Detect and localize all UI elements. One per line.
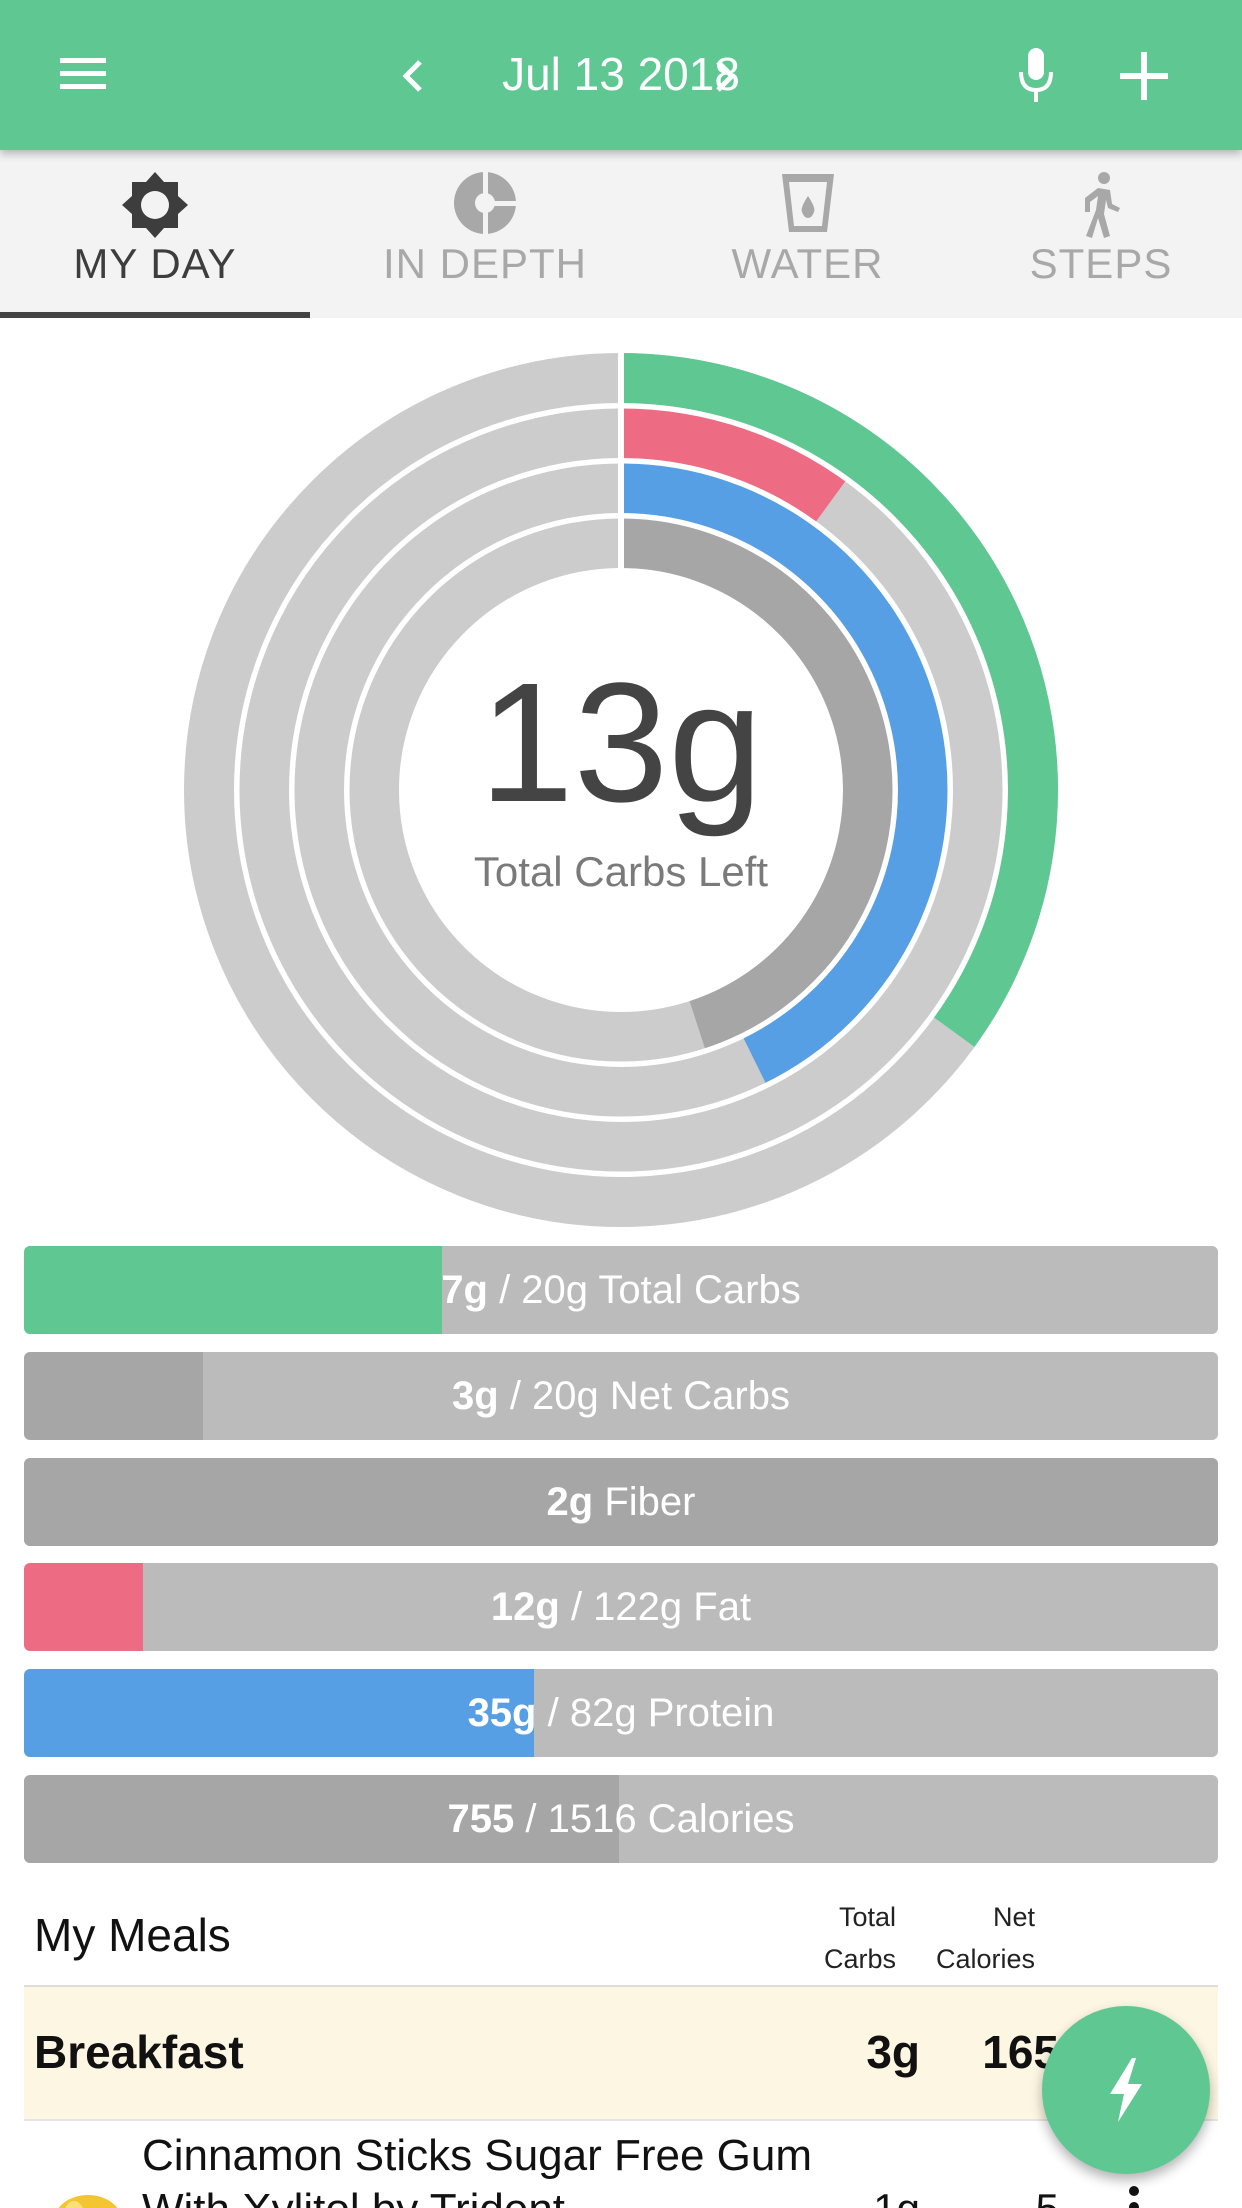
macro-bar-fill [24,1669,534,1757]
carbs-left-value: 13g [479,648,763,838]
hamburger-menu-icon[interactable] [58,54,110,94]
macro-bar-label: 2g Fiber [24,1458,1218,1546]
macro-bar-value: 12g [490,1585,560,1629]
column-header-line: Carbs [823,1944,896,1974]
macro-bar-label: 35g / 82g Protein [24,1669,1218,1757]
macro-bar-target: Fiber [593,1480,696,1524]
quick-add-button[interactable] [1042,2006,1210,2174]
active-tab-indicator [0,312,310,318]
food-carbs: 1g [824,2185,920,2208]
meals-title: My Meals [34,1909,231,1961]
water-glass-icon [780,170,836,241]
meal-row-breakfast[interactable]: Breakfast 3g 165 [24,1987,1218,2119]
ring-arc-fat [620,408,846,522]
chevron-left-icon[interactable] [398,56,428,96]
macro-bar: 3g / 20g Net Carbs [24,1352,1218,1440]
chevron-right-icon[interactable] [710,56,740,96]
macro-bar: 2g Fiber [24,1458,1218,1546]
macro-bar-value: 7g [441,1268,488,1312]
macro-bar-target: / 122g Fat [559,1585,752,1629]
macro-bar-value: 755 [447,1797,515,1841]
meal-carbs: 3g [866,2026,920,2078]
macro-bar-fill [24,1563,144,1651]
tab-water[interactable]: WATER [660,150,955,318]
ring-arc-protein [620,463,948,1084]
tab-in-depth[interactable]: IN DEPTH [340,150,630,318]
divider [24,1985,1218,1987]
tab-label: IN DEPTH [382,240,587,287]
macro-bar-fill [24,1352,204,1440]
food-thumbnail-icon [44,2181,124,2208]
meals-header: My Meals Total Carbs Net Calories [0,1890,1242,1986]
macro-bar-fill [24,1246,442,1334]
macro-bar: 755 / 1516 Calories [24,1775,1218,1863]
current-date[interactable]: Jul 13 2018 [502,48,740,100]
more-options-icon[interactable] [1124,2185,1144,2208]
walking-person-icon [1076,170,1126,245]
divider [24,2119,1218,2121]
sun-icon [120,170,190,245]
macro-bar-target: / 1516 Calories [514,1797,795,1841]
ring-arc-total-carbs [620,353,1058,1047]
macro-bar-target: / 82g Protein [536,1691,775,1735]
column-header-line: Calories [935,1944,1035,1974]
top-app-bar: Jul 13 2018 [0,0,1242,150]
food-name: Cinnamon Sticks Sugar Free Gum With Xyli… [142,2131,813,2208]
macro-bar-label: 3g / 20g Net Carbs [24,1352,1218,1440]
food-row[interactable]: Cinnamon Sticks Sugar Free Gum With Xyli… [24,2121,1218,2208]
macro-bar-fill [24,1458,1218,1546]
ring-chart-svg [184,350,1058,1227]
tab-bar: MY DAY IN DEPTH WATER [0,150,1242,318]
meal-name: Breakfast [34,2026,244,2078]
macro-ring-chart: 13g Total Carbs Left [0,318,1242,1228]
macro-bar-value: 3g [452,1374,499,1418]
column-header-line: Total [838,1902,896,1932]
tab-label: MY DAY [73,240,237,287]
column-header-line: Net [992,1902,1035,1932]
macro-bar-fill [24,1775,619,1863]
macro-bar: 35g / 82g Protein [24,1669,1218,1757]
plus-icon[interactable] [1118,50,1170,102]
tab-label: WATER [731,240,884,287]
microphone-icon[interactable] [1016,46,1056,104]
macro-bar-label: 7g / 20g Total Carbs [24,1246,1218,1334]
tab-steps[interactable]: STEPS [960,150,1242,318]
tab-my-day[interactable]: MY DAY [0,150,310,318]
carbs-left-caption: Total Carbs Left [473,848,769,895]
macro-bar-target: / 20g Net Carbs [498,1374,790,1418]
macro-bar-label: 12g / 122g Fat [24,1563,1218,1651]
macro-bar: 7g / 20g Total Carbs [24,1246,1218,1334]
lightning-bolt-icon [1110,2058,1142,2122]
net-calories-column-header: Net Calories [920,1896,1035,1980]
pie-icon [452,170,518,241]
macro-bar-value: 2g [546,1480,594,1524]
macro-bar-target: / 20g Total Carbs [487,1268,801,1312]
tab-label: STEPS [1029,240,1173,287]
meal-calories: 165 [982,2026,1059,2078]
macro-bar: 12g / 122g Fat [24,1563,1218,1651]
macro-bar-label: 755 / 1516 Calories [24,1775,1218,1863]
macro-bar-value: 35g [467,1691,537,1735]
food-calories: 5 [944,2185,1059,2208]
total-carbs-column-header: Total Carbs [800,1896,896,1980]
ring-arc-calories [620,518,893,1049]
